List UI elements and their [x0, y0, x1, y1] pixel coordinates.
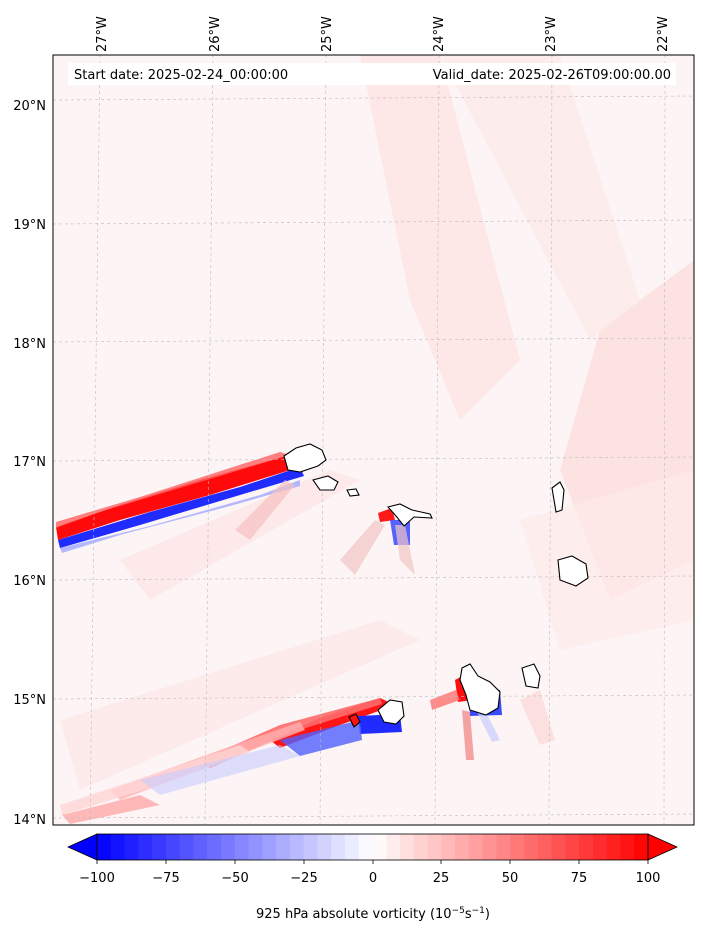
colorbar-cell	[152, 834, 167, 860]
colorbar-label-exp1: −5	[452, 906, 465, 916]
colorbar-tick-label: 25	[433, 871, 450, 886]
colorbar-cell	[427, 834, 442, 860]
colorbar-cell	[565, 834, 580, 860]
colorbar: −100 −75 −50 −25 0 25 50 75 100 925 hPa …	[67, 833, 678, 922]
colorbar-ticks	[96, 860, 649, 864]
colorbar-cell	[468, 834, 484, 860]
valid-date-label: Valid_date: 2025-02-26T09:00:00.00	[433, 68, 671, 83]
colorbar-cells	[97, 834, 649, 860]
header-box	[68, 63, 676, 85]
island-santiago	[459, 663, 501, 716]
island-fogo	[377, 699, 405, 725]
colorbar-tick-label: −100	[79, 871, 115, 886]
vorticity-field	[53, 55, 694, 825]
colorbar-cell	[344, 834, 360, 860]
colorbar-cell	[110, 834, 126, 860]
colorbar-cell	[220, 834, 236, 860]
colorbar-label-main: 925 hPa absolute vorticity (10	[256, 907, 452, 922]
colorbar-tick-label: −25	[290, 871, 317, 886]
colorbar-cell	[551, 834, 566, 860]
lat-label: 19°N	[13, 218, 46, 233]
colorbar-cell	[400, 834, 415, 860]
lon-label: 24°W	[432, 16, 447, 52]
colorbar-cell	[634, 834, 649, 860]
colorbar-cell	[234, 834, 250, 860]
colorbar-cell	[620, 834, 635, 860]
lat-label: 16°N	[13, 574, 46, 589]
colorbar-label-exp2: −1	[472, 906, 485, 916]
colorbar-cell	[124, 834, 139, 860]
lat-label: 20°N	[13, 99, 46, 114]
colorbar-cell	[537, 834, 553, 860]
colorbar-tick-label: 100	[636, 871, 661, 886]
colorbar-cell	[524, 834, 539, 860]
colorbar-cell	[317, 834, 332, 860]
colorbar-cell	[262, 834, 277, 860]
map-frame	[52, 54, 695, 826]
lat-label: 18°N	[13, 337, 46, 352]
lat-label: 17°N	[13, 455, 46, 470]
island-sao-vicente	[312, 475, 339, 491]
island-boa-vista	[557, 555, 589, 587]
colorbar-cell	[179, 834, 195, 860]
colorbar-cell	[496, 834, 511, 860]
colorbar-cell	[289, 834, 305, 860]
lat-label: 15°N	[13, 693, 46, 708]
colorbar-cell	[303, 834, 319, 860]
lon-label: 22°W	[656, 16, 671, 52]
colorbar-cell	[358, 834, 374, 860]
colorbar-max-extend	[647, 833, 678, 861]
colorbar-cell	[386, 834, 401, 860]
colorbar-cell	[592, 834, 608, 860]
colorbar-cell	[413, 834, 429, 860]
latitude-labels: 20°N 19°N 18°N 17°N 16°N 15°N 14°N	[13, 99, 46, 828]
colorbar-tick-label: −50	[221, 871, 248, 886]
lon-label: 26°W	[208, 16, 223, 52]
colorbar-cell	[165, 834, 181, 860]
colorbar-cell	[248, 834, 263, 860]
island-maio	[521, 663, 541, 689]
colorbar-cell	[606, 834, 622, 860]
colorbar-cell	[579, 834, 594, 860]
colorbar-label-mid: s	[465, 907, 472, 922]
colorbar-cell	[455, 834, 470, 860]
island-sal	[551, 481, 565, 513]
colorbar-cell	[276, 834, 291, 860]
colorbar-label-end: )	[485, 907, 490, 922]
colorbar-tick-label: 0	[369, 871, 377, 886]
colorbar-min-extend	[67, 833, 98, 861]
start-date-label: Start date: 2025-02-24_00:00:00	[74, 68, 288, 83]
island-santa-luzia	[346, 488, 360, 497]
colorbar-cell	[510, 834, 525, 860]
colorbar-label: 925 hPa absolute vorticity (10−5s−1)	[256, 906, 490, 922]
colorbar-tick-label: 50	[502, 871, 519, 886]
colorbar-cell	[331, 834, 346, 860]
lat-label: 14°N	[13, 813, 46, 828]
colorbar-cell	[97, 834, 112, 860]
lon-label: 23°W	[544, 16, 559, 52]
colorbar-frame	[96, 833, 649, 861]
longitude-labels: 27°W 26°W 25°W 24°W 23°W 22°W	[95, 16, 671, 52]
colorbar-cell	[193, 834, 208, 860]
colorbar-cell	[207, 834, 222, 860]
lon-label: 27°W	[95, 16, 110, 52]
colorbar-tick-label: −75	[152, 871, 179, 886]
island-brava	[348, 713, 361, 728]
colorbar-cell	[372, 834, 387, 860]
colorbar-cell	[482, 834, 498, 860]
colorbar-tick-label: 75	[571, 871, 588, 886]
coastlines	[283, 443, 589, 728]
lon-label: 25°W	[320, 16, 335, 52]
colorbar-tick-labels: −100 −75 −50 −25 0 25 50 75 100	[79, 871, 660, 886]
colorbar-cell	[138, 834, 153, 860]
island-santo-antao	[283, 443, 327, 473]
island-sao-nicolau	[386, 503, 433, 527]
colorbar-cell	[441, 834, 456, 860]
